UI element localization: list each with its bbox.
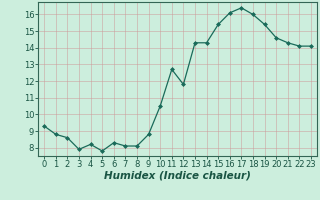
X-axis label: Humidex (Indice chaleur): Humidex (Indice chaleur) (104, 171, 251, 181)
